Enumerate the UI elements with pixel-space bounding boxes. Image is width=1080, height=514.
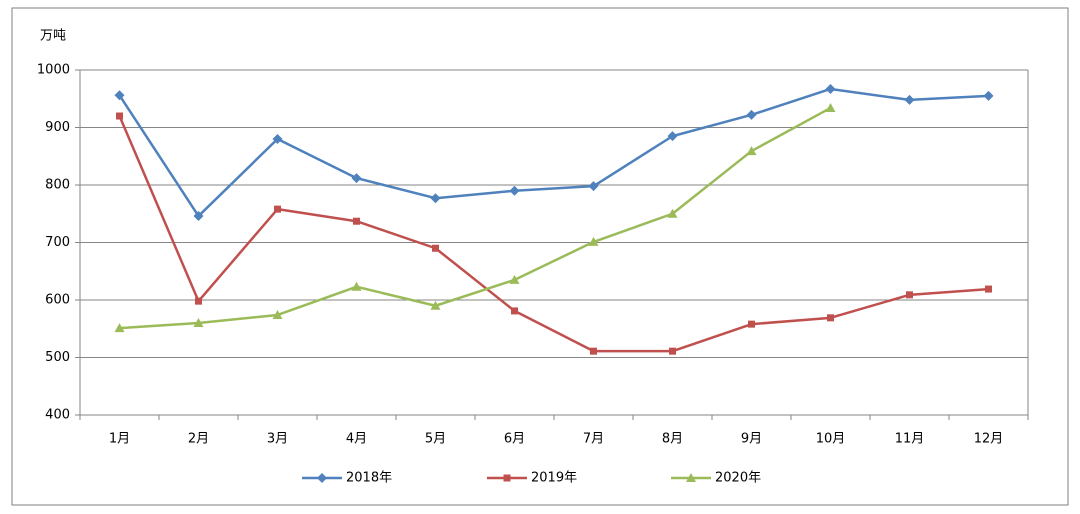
marker (985, 285, 992, 293)
marker (667, 131, 678, 142)
x-tick-label: 10月 (816, 432, 846, 447)
marker (509, 185, 520, 196)
marker (746, 146, 757, 156)
marker (432, 244, 439, 252)
x-tick-label: 4月 (346, 432, 367, 447)
x-tick-label: 2月 (188, 432, 209, 447)
marker (827, 314, 834, 322)
marker (503, 474, 511, 482)
marker (195, 297, 202, 305)
x-tick-label: 3月 (267, 432, 288, 447)
marker (667, 208, 678, 218)
marker (430, 193, 441, 204)
marker (114, 323, 125, 333)
series-line (118, 115, 989, 353)
marker (272, 309, 283, 319)
marker (590, 347, 597, 355)
y-tick-label: 500 (45, 350, 70, 365)
marker (509, 274, 520, 284)
marker (353, 217, 360, 225)
y-tick-label: 900 (45, 120, 70, 135)
x-tick-label: 6月 (504, 432, 525, 447)
y-tick-label: 600 (45, 293, 70, 308)
y-axis-label: 万吨 (40, 29, 66, 44)
marker (272, 134, 283, 144)
marker (274, 205, 281, 213)
legend-label: 2019年 (531, 471, 577, 486)
marker (748, 320, 755, 328)
chart-frame (11, 7, 1069, 506)
marker (983, 90, 994, 101)
marker (430, 300, 441, 310)
marker (588, 181, 599, 192)
marker (116, 112, 123, 120)
y-tick-label: 1000 (37, 63, 70, 78)
x-tick-label: 1月 (109, 432, 130, 447)
series-line (118, 87, 989, 218)
legend-label: 2018年 (346, 471, 392, 486)
x-tick-label: 7月 (583, 432, 604, 447)
marker (825, 102, 836, 112)
marker (193, 211, 204, 222)
legend-label: 2020年 (715, 471, 761, 486)
marker (825, 83, 836, 94)
y-tick-label: 400 (45, 408, 70, 423)
marker (686, 473, 696, 482)
y-tick-label: 700 (45, 235, 70, 250)
x-tick-label: 8月 (662, 432, 683, 447)
marker (193, 318, 204, 327)
marker (351, 173, 362, 184)
marker (588, 236, 599, 246)
x-tick-label: 12月 (974, 432, 1004, 447)
marker (746, 109, 757, 120)
marker (317, 473, 327, 483)
marker (669, 347, 676, 355)
y-tick-label: 800 (45, 178, 70, 193)
x-tick-label: 5月 (425, 432, 446, 447)
marker (906, 291, 913, 299)
marker (351, 281, 362, 291)
marker (511, 307, 518, 315)
marker (904, 94, 915, 105)
marker (114, 90, 125, 101)
x-tick-label: 11月 (895, 432, 925, 447)
x-tick-label: 9月 (741, 432, 762, 447)
series-line (119, 106, 832, 330)
